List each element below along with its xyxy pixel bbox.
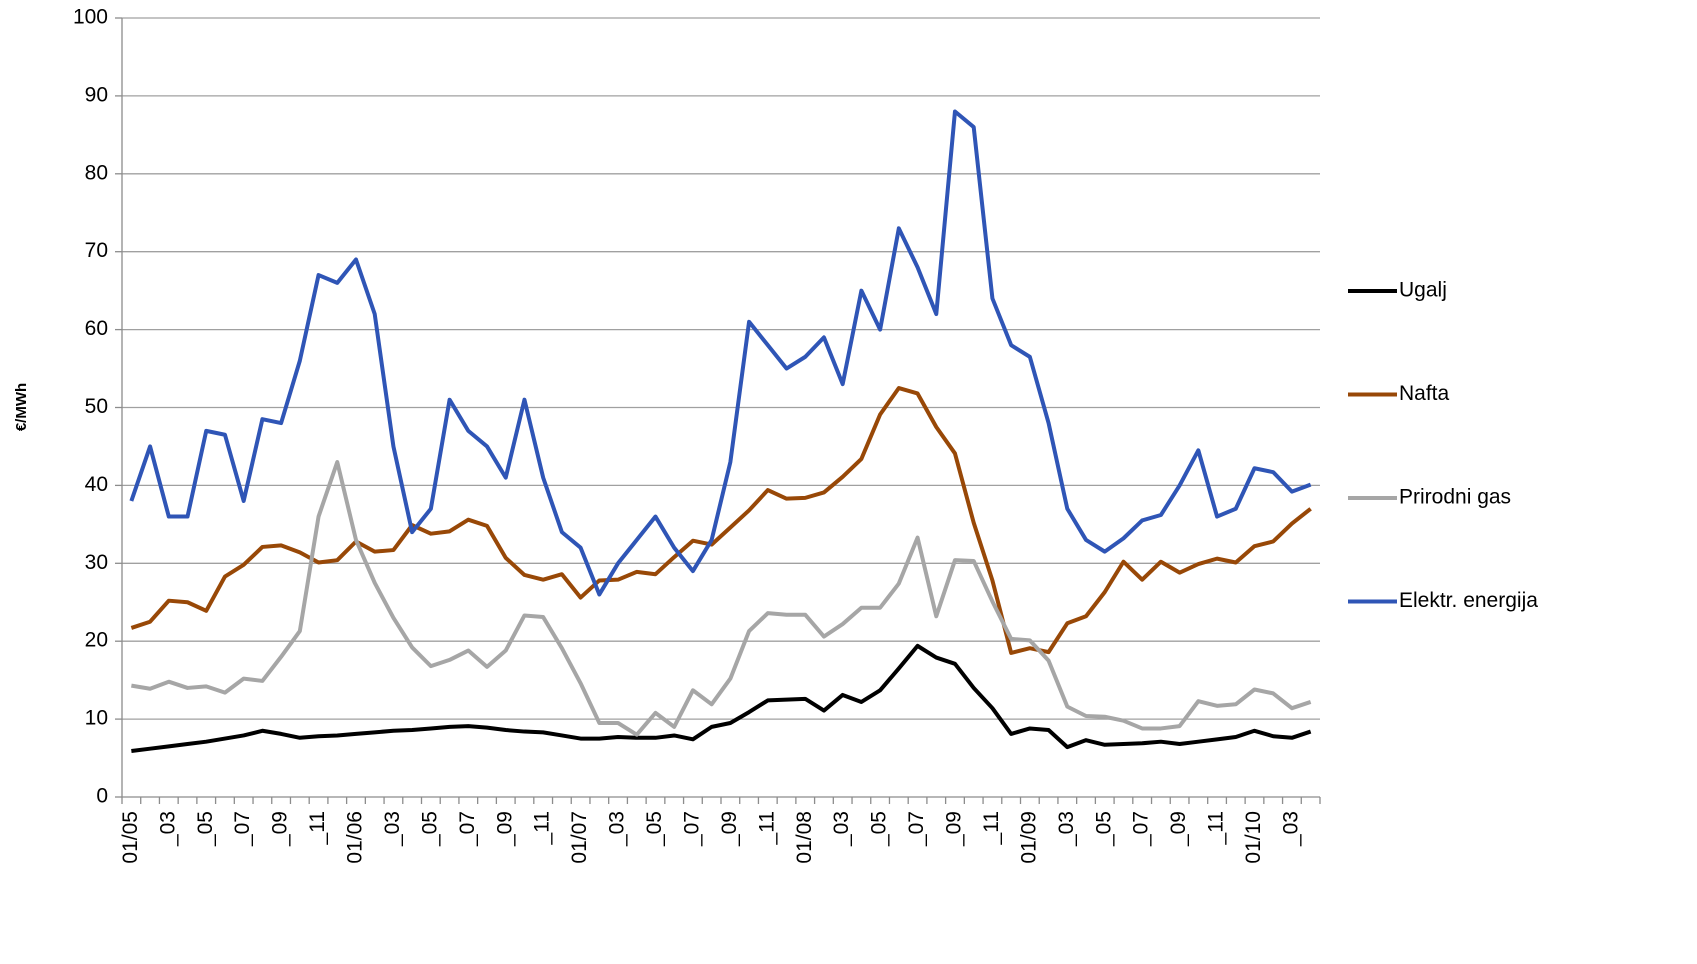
- x-tick-label: _05: [868, 811, 891, 847]
- series-line: [131, 460, 1312, 737]
- x-tick-label: _09: [269, 811, 292, 847]
- y-tick-label: 70: [85, 239, 108, 262]
- legend-label: Elektr. energija: [1399, 589, 1538, 612]
- y-tick-label: 30: [85, 551, 108, 574]
- legend-label: Nafta: [1399, 382, 1450, 405]
- x-tick-label: _11: [755, 811, 778, 845]
- y-tick-label: 100: [73, 6, 108, 29]
- x-tick-label: _07: [231, 811, 254, 847]
- x-tick-label: 01/05: [119, 811, 142, 864]
- x-tick-label: 01/08: [793, 811, 816, 864]
- y-tick-label: 10: [85, 707, 108, 730]
- x-tick-label: _03: [1279, 811, 1302, 847]
- x-tick-label: _05: [418, 811, 441, 847]
- x-tick-label: _03: [1055, 811, 1078, 847]
- x-tick-label: 01/06: [344, 811, 367, 864]
- y-tick-label: 90: [85, 83, 108, 106]
- x-tick-label: 01/07: [568, 811, 591, 864]
- series-line: [131, 643, 1312, 754]
- y-tick-label: 80: [85, 161, 108, 184]
- x-tick-label: 01/10: [1242, 811, 1265, 864]
- x-tick-label: _09: [493, 811, 516, 847]
- series-line: [129, 109, 1312, 597]
- x-tick-label: 01/09: [1017, 811, 1040, 864]
- x-tick-label: _11: [531, 811, 554, 845]
- x-tick-label: _03: [381, 811, 404, 847]
- x-tick-label: _05: [643, 811, 666, 847]
- y-tick-label: 0: [96, 785, 108, 808]
- y-axis-label: €/MWh: [13, 383, 30, 431]
- y-tick-label: 50: [85, 395, 108, 418]
- x-tick-label: _05: [194, 811, 217, 847]
- x-tick-label: _11: [1205, 811, 1228, 845]
- series-line: [130, 386, 1312, 655]
- x-tick-label: _09: [943, 811, 966, 847]
- x-tick-label: _09: [1167, 811, 1190, 847]
- y-tick-label: 40: [85, 473, 108, 496]
- x-tick-label: _07: [905, 811, 928, 847]
- x-tick-label: _07: [1130, 811, 1153, 847]
- x-tick-label: _09: [718, 811, 741, 847]
- legend-label: Ugalj: [1399, 279, 1447, 302]
- x-tick-label: _03: [830, 811, 853, 847]
- x-tick-label: _03: [606, 811, 629, 847]
- y-tick-label: 60: [85, 317, 108, 340]
- x-tick-label: _11: [306, 811, 329, 845]
- legend-label: Prirodni gas: [1399, 486, 1511, 509]
- x-tick-label: _11: [980, 811, 1003, 845]
- x-tick-label: _03: [156, 811, 179, 847]
- y-tick-label: 20: [85, 629, 108, 652]
- x-tick-label: _07: [456, 811, 479, 847]
- x-tick-label: _07: [680, 811, 703, 847]
- x-tick-label: _05: [1092, 811, 1115, 847]
